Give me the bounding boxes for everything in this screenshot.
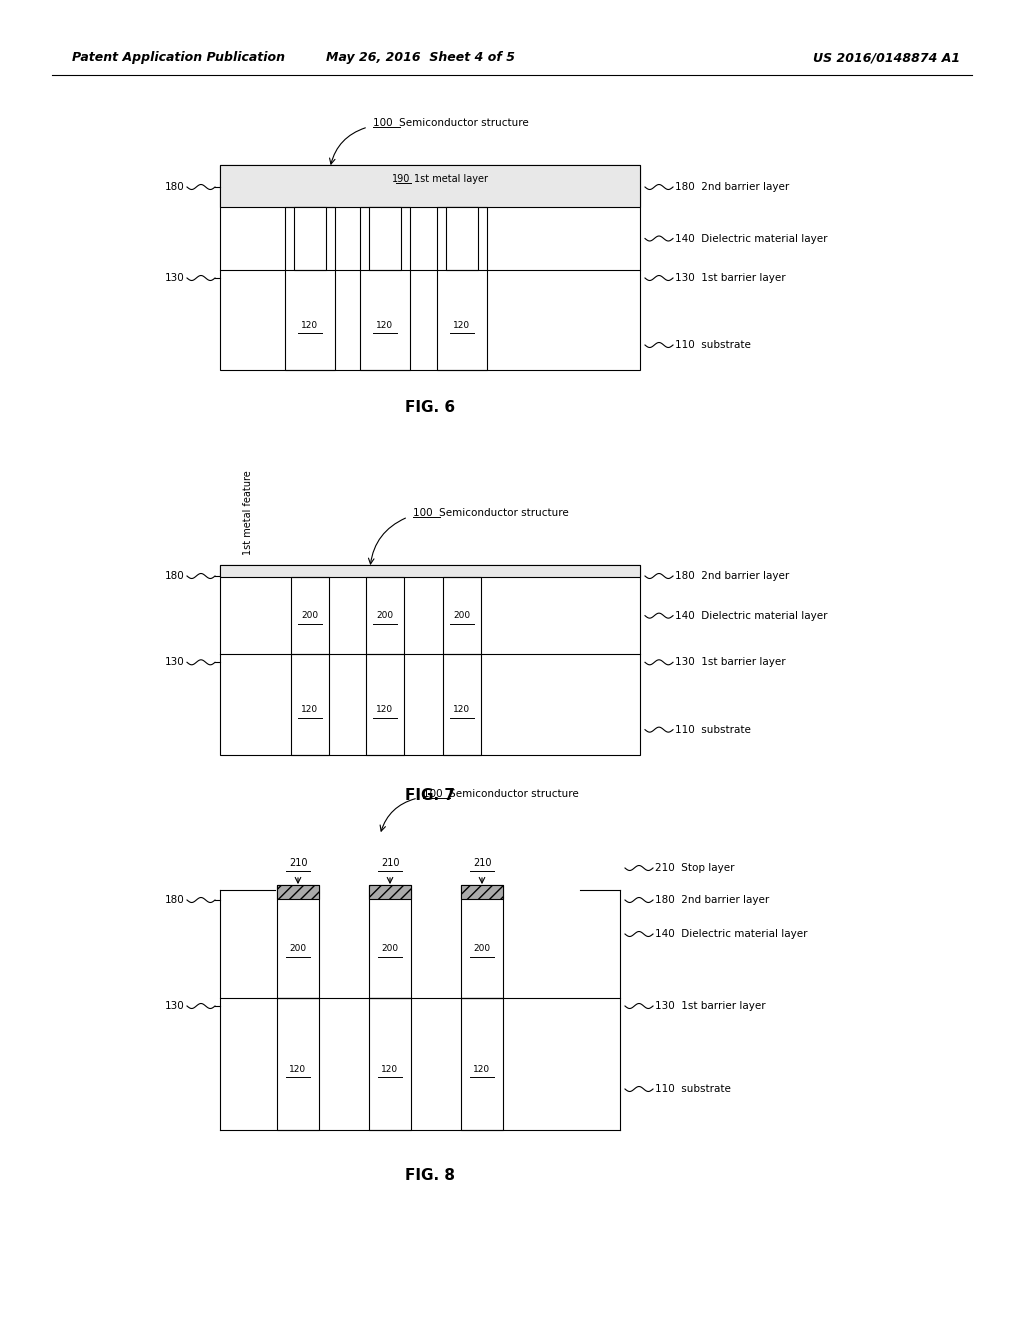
Bar — [220, 565, 640, 755]
Text: 1st metal layer: 1st metal layer — [414, 174, 488, 183]
Text: 200: 200 — [377, 611, 393, 620]
Text: 120: 120 — [377, 705, 393, 714]
Text: 180  2nd barrier layer: 180 2nd barrier layer — [675, 572, 790, 581]
Text: 120: 120 — [290, 1064, 306, 1073]
Bar — [220, 565, 640, 577]
Text: 1st metal feature: 1st metal feature — [243, 470, 253, 554]
Text: 100  Semiconductor structure: 100 Semiconductor structure — [373, 117, 528, 128]
Bar — [278, 998, 319, 1130]
Text: 210: 210 — [473, 858, 492, 869]
Bar — [446, 207, 478, 271]
Text: 190: 190 — [391, 174, 410, 183]
Bar — [461, 998, 503, 1130]
Bar — [369, 884, 411, 998]
Text: 110  substrate: 110 substrate — [675, 341, 751, 350]
Bar — [291, 577, 329, 755]
Bar — [369, 998, 411, 1130]
Text: 120: 120 — [454, 705, 471, 714]
Text: 130  1st barrier layer: 130 1st barrier layer — [655, 1001, 766, 1011]
Bar — [437, 207, 487, 370]
Bar — [443, 577, 481, 755]
Text: 200: 200 — [473, 944, 490, 953]
Text: Patent Application Publication: Patent Application Publication — [72, 51, 285, 65]
Text: 180: 180 — [165, 895, 185, 906]
Text: 200: 200 — [301, 611, 318, 620]
Text: 100  Semiconductor structure: 100 Semiconductor structure — [413, 508, 568, 517]
Text: 180: 180 — [165, 182, 185, 191]
Text: 120: 120 — [301, 321, 318, 330]
Text: 110  substrate: 110 substrate — [655, 1084, 731, 1094]
Text: 200: 200 — [381, 944, 398, 953]
Text: 120: 120 — [377, 321, 393, 330]
Bar — [461, 884, 503, 899]
Bar — [366, 577, 404, 755]
Text: 130: 130 — [165, 1001, 185, 1011]
Text: 210: 210 — [381, 858, 399, 869]
Text: 110  substrate: 110 substrate — [675, 725, 751, 735]
Bar — [278, 884, 319, 899]
Text: 100  Semiconductor structure: 100 Semiconductor structure — [423, 789, 579, 799]
Bar — [220, 165, 640, 207]
Text: FIG. 8: FIG. 8 — [406, 1167, 455, 1183]
Text: 120: 120 — [381, 1064, 398, 1073]
Text: 180  2nd barrier layer: 180 2nd barrier layer — [675, 182, 790, 191]
Text: 130  1st barrier layer: 130 1st barrier layer — [675, 657, 785, 668]
Text: 200: 200 — [454, 611, 471, 620]
Text: 140  Dielectric material layer: 140 Dielectric material layer — [655, 929, 808, 939]
Text: May 26, 2016  Sheet 4 of 5: May 26, 2016 Sheet 4 of 5 — [326, 51, 514, 65]
Bar — [220, 165, 640, 370]
Text: 200: 200 — [290, 944, 306, 953]
Text: 130  1st barrier layer: 130 1st barrier layer — [675, 273, 785, 282]
Bar — [285, 207, 335, 370]
Text: 130: 130 — [165, 657, 185, 668]
Text: 130: 130 — [165, 273, 185, 282]
Text: 180: 180 — [165, 572, 185, 581]
Bar — [369, 207, 401, 271]
Text: 120: 120 — [473, 1064, 490, 1073]
Text: FIG. 7: FIG. 7 — [406, 788, 455, 803]
Text: FIG. 6: FIG. 6 — [404, 400, 455, 416]
Text: 180  2nd barrier layer: 180 2nd barrier layer — [655, 895, 769, 906]
Text: 120: 120 — [454, 321, 471, 330]
Bar — [278, 884, 319, 998]
Text: 210  Stop layer: 210 Stop layer — [655, 863, 734, 873]
Bar — [294, 207, 326, 271]
Text: US 2016/0148874 A1: US 2016/0148874 A1 — [813, 51, 961, 65]
Text: 140  Dielectric material layer: 140 Dielectric material layer — [675, 611, 827, 620]
Bar — [360, 207, 410, 370]
Bar — [369, 884, 411, 899]
Text: 210: 210 — [289, 858, 307, 869]
Text: 140  Dielectric material layer: 140 Dielectric material layer — [675, 234, 827, 243]
Bar — [461, 884, 503, 998]
Text: 120: 120 — [301, 705, 318, 714]
